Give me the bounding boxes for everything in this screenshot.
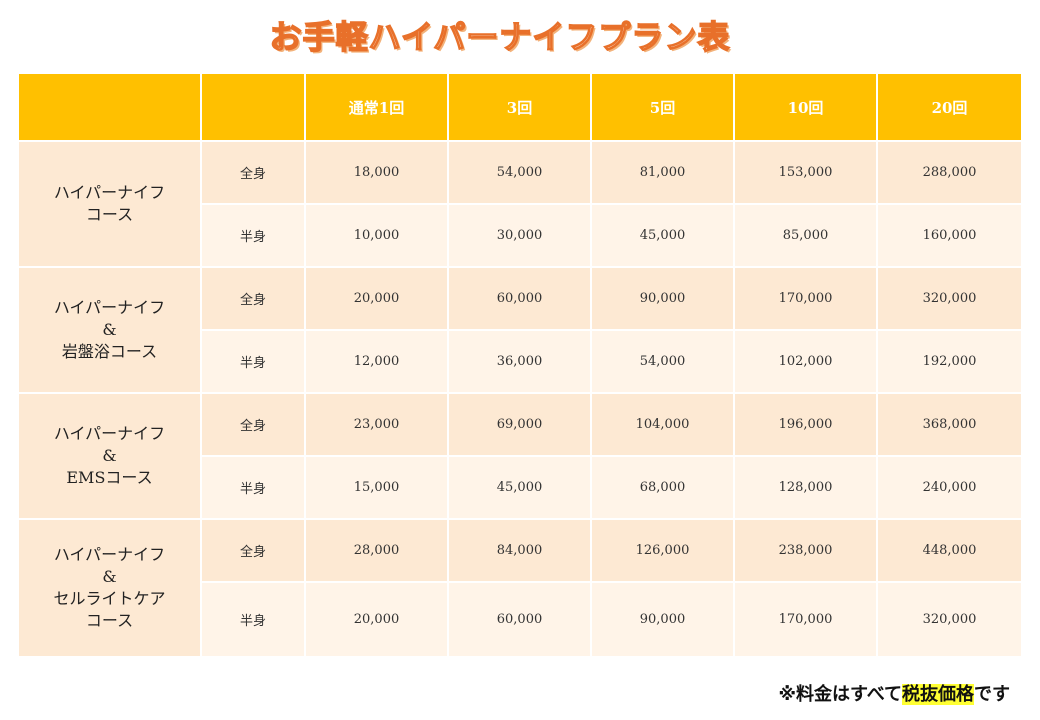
course-name-line: セルライトケア	[53, 589, 166, 608]
price-cell: 30,000	[447, 203, 592, 268]
table-row: ハイパーナイフ & 岩盤浴コース 全身 20,000 60,000 90,000 170,00…	[17, 266, 1023, 394]
price-cell: 196,000	[733, 392, 878, 457]
course-name-cell: ハイパーナイフ & セルライトケア コース	[17, 518, 202, 658]
table-row: 半身 10,000 30,000 45,000 85,000 160,000	[18, 203, 1023, 268]
price-cell: 28,000	[304, 518, 449, 583]
price-cell: 320,000	[876, 581, 1023, 658]
body-part-cell: 全身	[200, 266, 306, 331]
tax-note-prefix: ※料金はすべて	[778, 684, 902, 705]
tax-note: ※料金はすべて税抜価格です	[778, 680, 1010, 706]
price-cell: 10,000	[304, 203, 449, 268]
course-name-cell: ハイパーナイフ & 岩盤浴コース	[17, 266, 202, 394]
course-name-line: ハイパーナイフ	[53, 545, 166, 564]
course-name-line: コース	[85, 611, 134, 630]
course-name-line: ハイパーナイフ	[53, 183, 166, 202]
table-row: 半身 15,000 45,000 68,000 128,000 240,000	[18, 455, 1023, 520]
body-part-cell: 半身	[200, 455, 306, 520]
price-cell: 45,000	[590, 203, 735, 268]
course-name-line: コース	[85, 205, 134, 224]
price-cell: 170,000	[733, 266, 878, 331]
price-cell: 20,000	[304, 266, 449, 331]
course-name-line: ハイパーナイフ	[53, 298, 166, 317]
price-cell: 320,000	[876, 266, 1023, 331]
course-name-line: 岩盤浴コース	[61, 342, 158, 361]
price-cell: 153,000	[733, 140, 878, 205]
header-cell-type	[200, 72, 306, 142]
header-cell-3x: 3回	[447, 72, 592, 142]
page-title: お手軽ハイパーナイフプラン表	[269, 17, 731, 57]
price-cell: 23,000	[304, 392, 449, 457]
price-cell: 15,000	[304, 455, 449, 520]
price-cell: 90,000	[590, 266, 735, 331]
price-cell: 69,000	[447, 392, 592, 457]
course-name-line: &	[102, 567, 117, 586]
price-cell: 18,000	[304, 140, 449, 205]
body-part-cell: 全身	[200, 140, 306, 205]
price-cell: 104,000	[590, 392, 735, 457]
price-cell: 192,000	[876, 329, 1023, 394]
table-header-row: 通常1回 3回 5回 10回 20回	[17, 72, 1023, 142]
header-cell-1x: 通常1回	[304, 72, 449, 142]
body-part-cell: 半身	[200, 203, 306, 268]
body-part-cell: 全身	[200, 518, 306, 583]
table-row: 半身 12,000 36,000 54,000 102,000 192,000	[18, 329, 1023, 394]
course-name-line: &	[102, 320, 117, 339]
price-cell: 12,000	[304, 329, 449, 394]
header-cell-course	[17, 72, 202, 142]
table-row: 半身 20,000 60,000 90,000 170,000 320,000	[18, 581, 1023, 658]
table-row: ハイパーナイフ & EMSコース 全身 23,000 69,000 104,000 196,0…	[17, 392, 1023, 520]
price-cell: 240,000	[876, 455, 1023, 520]
price-cell: 36,000	[447, 329, 592, 394]
body-part-cell: 半身	[200, 329, 306, 394]
table-row: ハイパーナイフ & セルライトケア コース 全身 28,000 84,000 126,000 2…	[17, 518, 1023, 658]
body-part-cell: 半身	[200, 581, 306, 658]
course-name-cell: ハイパーナイフ & EMSコース	[17, 392, 202, 520]
course-name-cell: ハイパーナイフ コース	[17, 140, 202, 268]
price-cell: 60,000	[447, 266, 592, 331]
price-cell: 54,000	[447, 140, 592, 205]
course-name-line: EMSコース	[66, 468, 153, 487]
course-name-line: &	[102, 446, 117, 465]
body-part-cell: 全身	[200, 392, 306, 457]
price-cell: 81,000	[590, 140, 735, 205]
table-row: ハイパーナイフ コース 全身 18,000 54,000 81,000 153,000 288…	[17, 140, 1023, 268]
price-cell: 128,000	[733, 455, 878, 520]
price-cell: 448,000	[876, 518, 1023, 583]
price-cell: 60,000	[447, 581, 592, 658]
price-cell: 160,000	[876, 203, 1023, 268]
header-cell-5x: 5回	[590, 72, 735, 142]
price-cell: 126,000	[590, 518, 735, 583]
price-table: 通常1回 3回 5回 10回 20回 ハイパーナイフ コース 全身 18,000 54,…	[17, 72, 1023, 658]
tax-note-suffix: です	[974, 684, 1010, 705]
price-cell: 238,000	[733, 518, 878, 583]
price-cell: 84,000	[447, 518, 592, 583]
price-cell: 288,000	[876, 140, 1023, 205]
header-cell-10x: 10回	[733, 72, 878, 142]
tax-note-highlight: 税抜価格	[902, 684, 974, 705]
price-cell: 170,000	[733, 581, 878, 658]
price-cell: 102,000	[733, 329, 878, 394]
price-cell: 68,000	[590, 455, 735, 520]
course-name-line: ハイパーナイフ	[53, 424, 166, 443]
price-cell: 368,000	[876, 392, 1023, 457]
price-cell: 54,000	[590, 329, 735, 394]
price-cell: 90,000	[590, 581, 735, 658]
header-cell-20x: 20回	[876, 72, 1023, 142]
price-cell: 45,000	[447, 455, 592, 520]
price-cell: 20,000	[304, 581, 449, 658]
price-cell: 85,000	[733, 203, 878, 268]
